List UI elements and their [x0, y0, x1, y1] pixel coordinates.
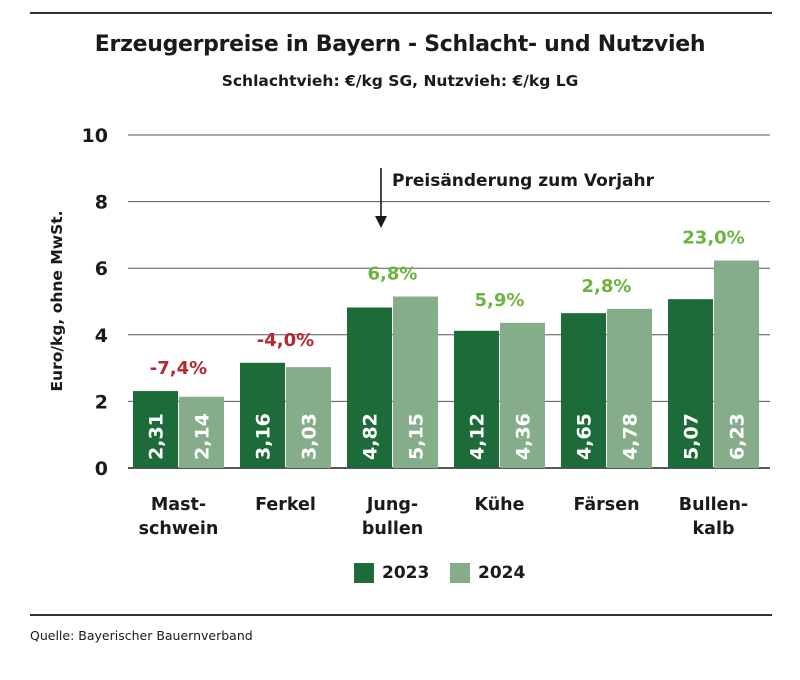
- bar-2023-4: [561, 313, 606, 468]
- bar-value-label: 3,16: [253, 413, 275, 460]
- change-label: 5,9%: [475, 290, 525, 311]
- y-tick-label: 4: [95, 325, 108, 347]
- top-rule: [30, 12, 772, 14]
- legend-swatch-2024: [450, 563, 470, 583]
- bar-2023-3: [454, 330, 499, 468]
- change-label: -7,4%: [150, 358, 207, 379]
- bar-value-label: 2,31: [146, 413, 168, 460]
- change-label: 6,8%: [368, 264, 418, 285]
- category-label: Färsen: [573, 495, 639, 515]
- bar-value-label: 5,07: [681, 413, 703, 460]
- bar-value-label: 4,36: [513, 413, 535, 460]
- bar-2023-1: [240, 362, 285, 468]
- y-axis-label: Euro/kg, ohne MwSt.: [48, 210, 66, 391]
- legend-swatch-2023: [354, 563, 374, 583]
- category-label: Ferkel: [255, 495, 316, 515]
- y-tick-label: 8: [95, 192, 108, 214]
- legend-label-2024: 2024: [478, 563, 526, 583]
- category-label: Jung-: [366, 495, 418, 515]
- chart-title: Erzeugerpreise in Bayern - Schlacht- und…: [94, 32, 706, 57]
- bar-value-label: 6,23: [727, 413, 749, 460]
- bar-value-label: 3,03: [299, 413, 321, 460]
- change-label: 23,0%: [682, 228, 744, 249]
- bar-2024-4: [607, 308, 652, 468]
- bar-value-label: 4,82: [360, 413, 382, 460]
- category-label: kalb: [693, 519, 735, 539]
- bar-2024-3: [500, 322, 545, 468]
- annotation-text: Preisänderung zum Vorjahr: [392, 171, 655, 191]
- category-label: Bullen-: [679, 495, 748, 515]
- bar-2024-1: [286, 367, 331, 468]
- bar-chart: 0 2 4 6 8 10 Euro/kg, ohne MwSt. 2,31 2,14 Mast-s…: [48, 125, 770, 539]
- chart-subtitle: Schlachtvieh: €/kg SG, Nutzvieh: €/kg LG: [221, 72, 579, 90]
- bar-2023-0: [133, 391, 178, 468]
- annotation-arrow-head: [375, 216, 387, 228]
- bar-value-label: 5,15: [406, 413, 428, 460]
- category-label: Mast-: [151, 495, 206, 515]
- source-note: Quelle: Bayerischer Bauernverband: [30, 628, 253, 643]
- legend-item-2023: 2023: [354, 560, 429, 586]
- change-label: 2,8%: [582, 276, 632, 297]
- y-tick-label: 0: [95, 458, 108, 480]
- category-label: Kühe: [474, 495, 524, 515]
- bar-value-label: 4,65: [574, 413, 596, 460]
- legend-item-2024: 2024: [450, 560, 525, 586]
- bar-2023-5: [668, 299, 713, 468]
- bar-value-label: 4,78: [620, 413, 642, 460]
- bar-value-label: 4,12: [467, 413, 489, 460]
- bar-2024-5: [714, 260, 759, 468]
- y-tick-label: 2: [95, 391, 108, 413]
- bar-2023-2: [347, 307, 392, 468]
- bar-2024-0: [179, 396, 224, 468]
- bottom-rule: [30, 614, 772, 616]
- bar-value-label: 2,14: [192, 413, 214, 460]
- y-tick-label: 10: [82, 125, 108, 147]
- change-label: -4,0%: [257, 330, 314, 351]
- category-label: bullen: [362, 519, 423, 539]
- bar-2024-2: [393, 296, 438, 468]
- y-tick-label: 6: [95, 258, 108, 280]
- legend-label-2023: 2023: [382, 563, 430, 583]
- category-label: schwein: [139, 519, 219, 539]
